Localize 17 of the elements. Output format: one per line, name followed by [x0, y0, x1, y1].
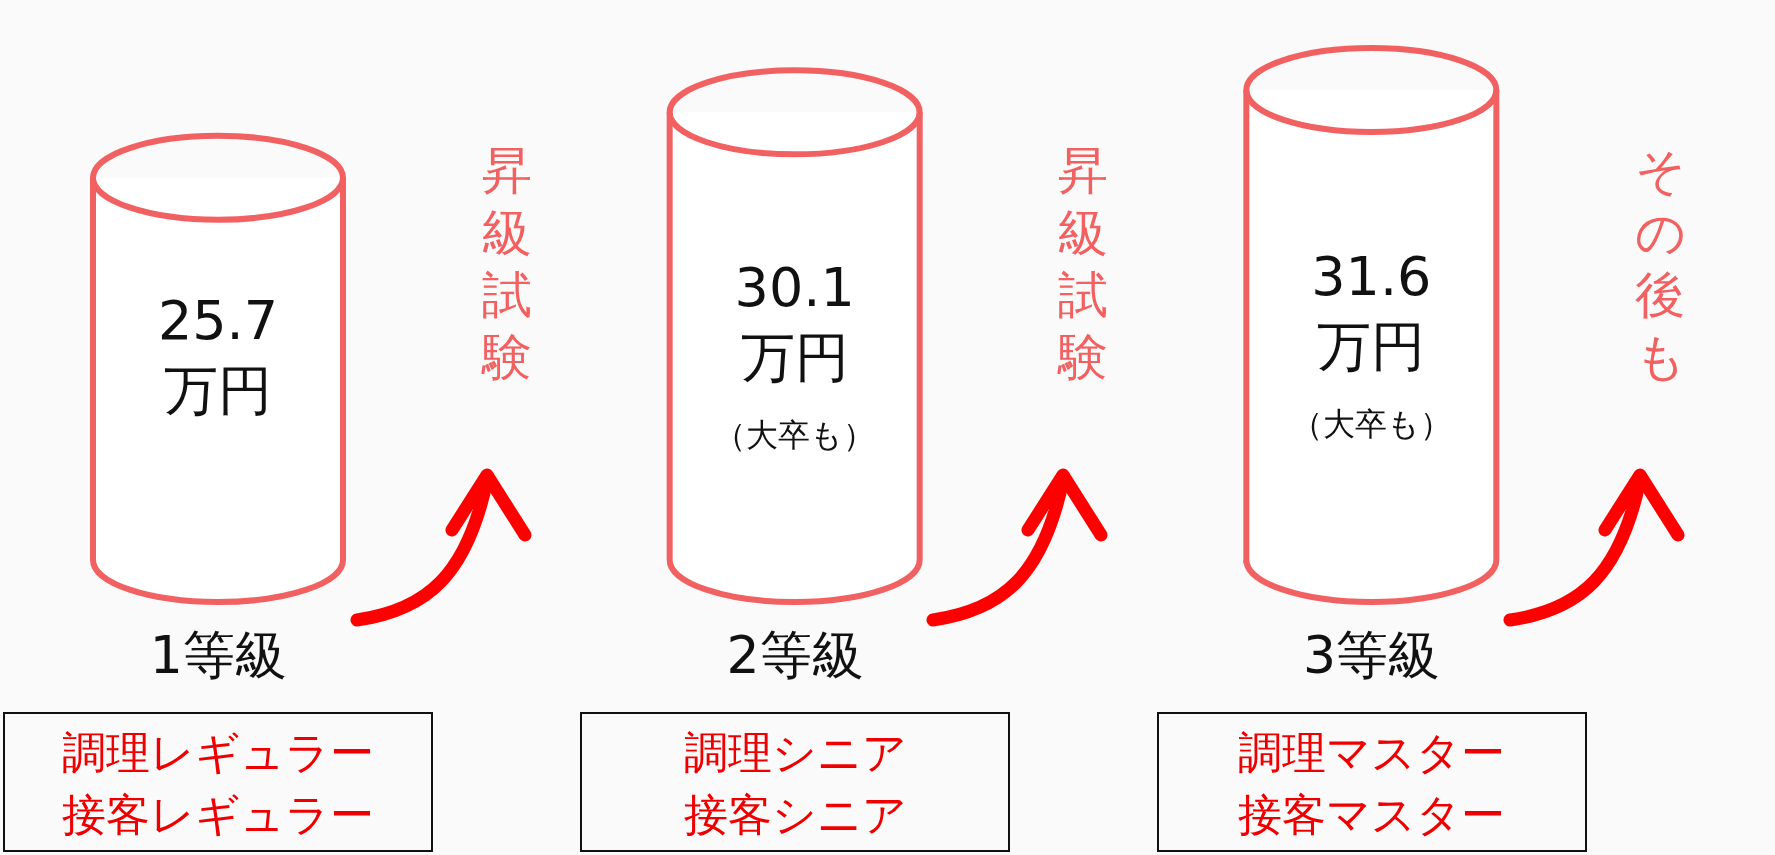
annotation: その後も — [1634, 141, 1686, 388]
data-label: 25.7 万円 — [157, 288, 279, 422]
x-tick-label: 1等級 — [149, 625, 287, 685]
data-label: 31.6 万円 — [1311, 245, 1432, 378]
text: 接客シニア — [682, 788, 908, 842]
annotation: 昇級試験 — [481, 141, 532, 388]
annotation: （大卒も） — [714, 416, 876, 455]
text: 調理マスター — [1237, 726, 1507, 780]
data-label: 30.1 万円 — [734, 256, 855, 390]
text: 接客レギュラー — [61, 788, 376, 842]
text: 調理シニア — [682, 726, 908, 780]
x-tick-label: 2等級 — [726, 625, 864, 685]
x-tick-label: 3等級 — [1303, 625, 1441, 685]
annotation: （大卒も） — [1290, 405, 1452, 443]
text: 調理レギュラー — [61, 726, 376, 780]
text: 接客マスター — [1237, 788, 1507, 842]
annotation: 昇級試験 — [1058, 141, 1109, 388]
